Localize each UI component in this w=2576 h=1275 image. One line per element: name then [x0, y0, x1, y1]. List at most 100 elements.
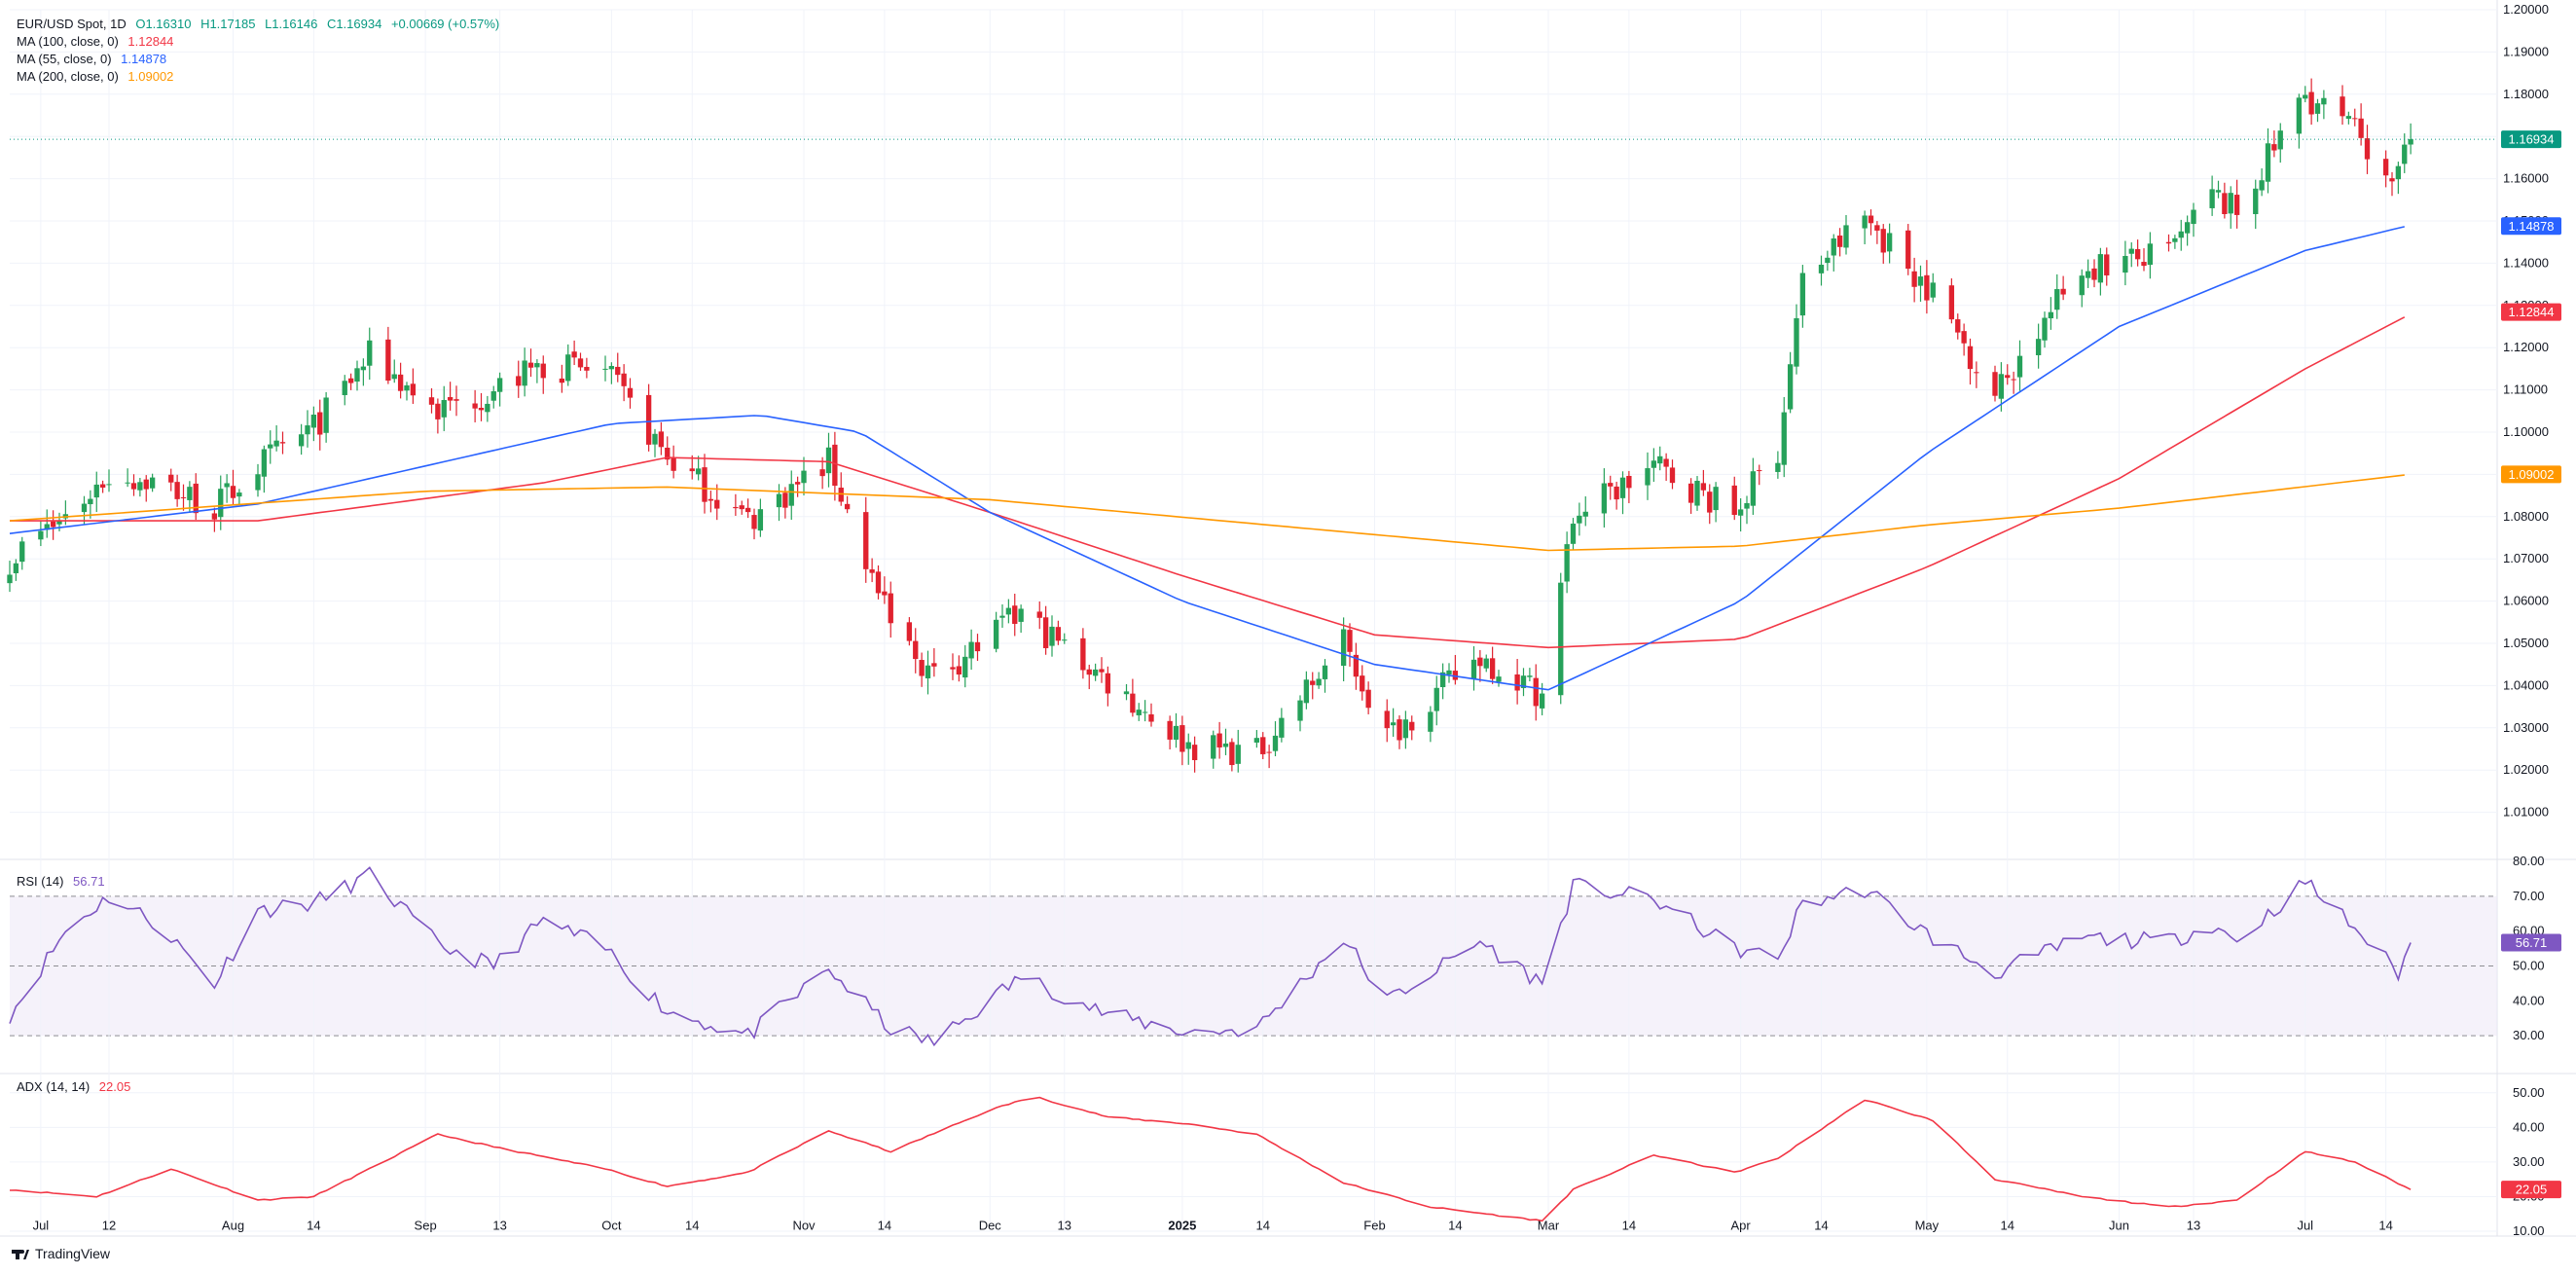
- candle-body: [50, 521, 56, 528]
- adx-legend[interactable]: ADX (14, 14) 22.05: [17, 1078, 136, 1096]
- candle-body: [534, 363, 540, 368]
- candle-body: [1130, 693, 1136, 713]
- ma100-badge: 1.12844: [2509, 305, 2555, 319]
- candle-body: [931, 663, 937, 667]
- candle-body: [1687, 483, 1694, 503]
- candle-body: [1173, 725, 1179, 740]
- candle-body: [218, 489, 224, 518]
- candle-body: [1799, 273, 1806, 316]
- time-tick-label: 12: [102, 1219, 116, 1233]
- candle-body: [1266, 751, 1272, 753]
- adx-tick-label: 10.00: [2513, 1223, 2545, 1238]
- candle-body: [2165, 241, 2172, 244]
- ma200-label: MA (200, close, 0): [17, 69, 119, 84]
- time-tick-label: Oct: [601, 1219, 622, 1233]
- candle-body: [838, 488, 844, 502]
- candle-body: [2134, 248, 2141, 260]
- rsi-tick-label: 30.00: [2513, 1028, 2545, 1042]
- time-tick-label: 14: [1622, 1219, 1636, 1233]
- price-tick-label: 1.19000: [2503, 44, 2549, 58]
- candle-body: [1707, 492, 1713, 513]
- candle-body: [187, 487, 193, 500]
- candle-body: [230, 486, 236, 498]
- candle-body: [1148, 713, 1154, 722]
- candle-body: [1018, 608, 1024, 622]
- candle-body: [2054, 289, 2060, 310]
- symbol-label[interactable]: EUR/USD Spot, 1D: [17, 17, 127, 31]
- candle-body: [1191, 745, 1198, 761]
- candle-body: [1663, 458, 1669, 467]
- price-tick-label: 1.20000: [2503, 2, 2549, 17]
- ma200-value: 1.09002: [127, 69, 174, 84]
- candle-body: [1439, 672, 1446, 688]
- candle-body: [1360, 675, 1365, 692]
- ma100-legend[interactable]: MA (100, close, 0) 1.12844: [17, 33, 179, 51]
- candle-body: [2352, 118, 2358, 120]
- candle-body: [1428, 711, 1433, 732]
- candle-body: [1211, 735, 1216, 759]
- candle-body: [2191, 209, 2196, 225]
- candle-body: [863, 512, 869, 569]
- tradingview-brand[interactable]: TradingView: [12, 1246, 110, 1261]
- candle-body: [906, 622, 913, 641]
- candle-body: [478, 407, 485, 411]
- candle-body: [925, 665, 931, 678]
- candle-body: [1167, 720, 1173, 740]
- adx-line: [9, 1096, 2412, 1222]
- candle-body: [1055, 627, 1062, 641]
- ma100-value: 1.12844: [127, 34, 174, 49]
- candle-body: [1514, 674, 1520, 691]
- candle-body: [1123, 691, 1130, 695]
- candle-body: [1433, 687, 1439, 711]
- candle-body: [2364, 138, 2371, 160]
- rsi-tick-label: 40.00: [2513, 993, 2545, 1007]
- candle-body: [577, 358, 584, 368]
- candle-body: [211, 513, 218, 520]
- candle-body: [1967, 346, 1974, 370]
- candle-body: [993, 619, 999, 649]
- candle-body: [1713, 487, 1719, 511]
- ma200-legend[interactable]: MA (200, close, 0) 1.09002: [17, 68, 179, 86]
- candle-body: [1080, 638, 1086, 671]
- time-tick-label: Jul: [2297, 1219, 2313, 1233]
- candle-body: [2408, 139, 2413, 145]
- candle-body: [1470, 659, 1477, 679]
- rsi-legend[interactable]: RSI (14) 56.71: [17, 873, 111, 891]
- candle-body: [757, 509, 764, 531]
- candle-body: [7, 574, 13, 584]
- price-tick-label: 1.14000: [2503, 255, 2549, 270]
- candle-body: [956, 666, 962, 675]
- low-value: L1.16146: [265, 17, 318, 31]
- candle-body: [2340, 96, 2345, 117]
- candle-body: [367, 340, 373, 366]
- candle-body: [38, 530, 44, 540]
- ma55-legend[interactable]: MA (55, close, 0) 1.14878: [17, 51, 172, 68]
- candle-body: [801, 470, 807, 484]
- candle-body: [844, 503, 851, 510]
- candle-body: [180, 496, 187, 498]
- candle-body: [665, 447, 671, 460]
- time-tick-label: Aug: [222, 1219, 244, 1233]
- ma200-line: [9, 474, 2405, 552]
- price-tick-label: 1.07000: [2503, 551, 2549, 565]
- candle-body: [193, 483, 199, 514]
- candle-body: [261, 449, 268, 477]
- candle-body: [794, 482, 801, 485]
- candle-body: [1452, 671, 1459, 680]
- ma55-label: MA (55, close, 0): [17, 52, 112, 66]
- candle-body: [1303, 679, 1310, 704]
- price-tick-label: 1.12000: [2503, 340, 2549, 354]
- candle-body: [2011, 379, 2016, 381]
- time-tick-label: 13: [492, 1219, 506, 1233]
- candle-body: [268, 444, 273, 449]
- adx-tick-label: 50.00: [2513, 1085, 2545, 1100]
- candle-body: [2122, 255, 2128, 273]
- candle-body: [1520, 675, 1527, 688]
- candle-body: [1279, 717, 1285, 738]
- time-tick-label: Mar: [1538, 1219, 1560, 1233]
- candle-body: [2345, 116, 2352, 119]
- time-tick-label: 13: [1058, 1219, 1071, 1233]
- candle-body: [2253, 188, 2259, 215]
- price-tick-label: 1.06000: [2503, 594, 2549, 608]
